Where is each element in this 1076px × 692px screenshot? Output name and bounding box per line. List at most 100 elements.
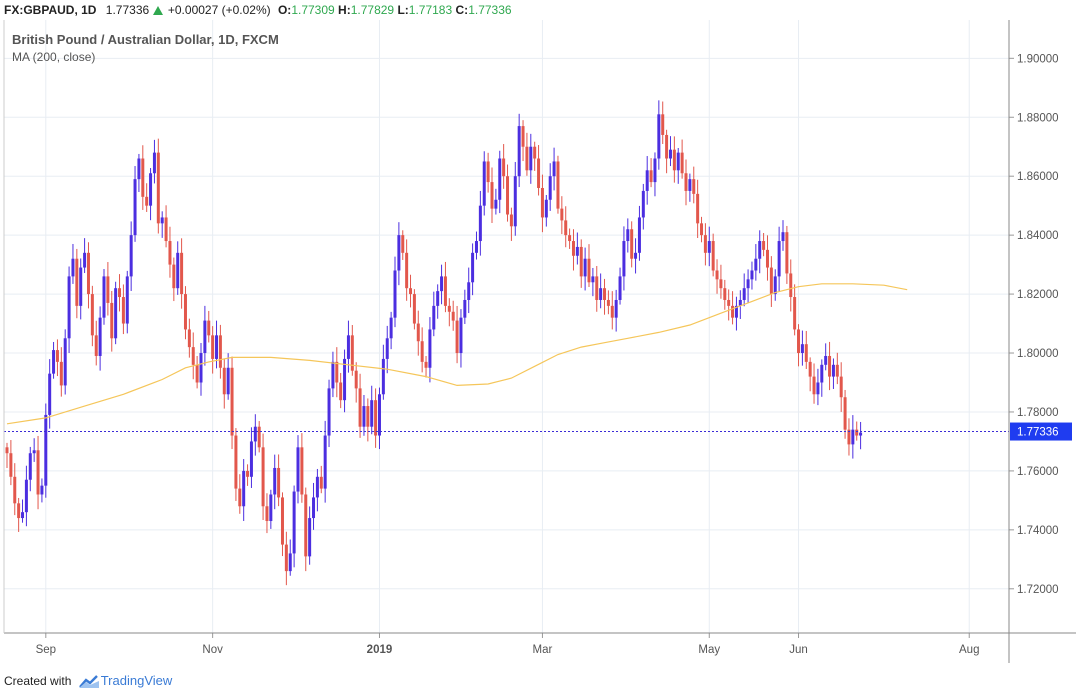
candle-down (696, 179, 700, 239)
candle-body (734, 305, 738, 318)
candle-body (257, 426, 261, 448)
candle-down (59, 347, 63, 397)
indicator-legend[interactable]: MA (200, close) (12, 50, 96, 64)
candle-up (459, 309, 463, 368)
candle-body (428, 329, 432, 368)
candle-down (207, 310, 211, 343)
candle-up (370, 385, 374, 435)
candle-body (746, 279, 750, 289)
candle-up (203, 305, 207, 366)
candle-up (48, 359, 52, 429)
candle-up (393, 256, 397, 328)
candle-body (529, 146, 533, 171)
candle-down (785, 225, 789, 284)
candle-up (21, 499, 25, 523)
candle-body (556, 161, 560, 209)
candle-body (451, 311, 455, 321)
candle-down (75, 248, 79, 319)
candle-down (180, 238, 184, 309)
candle-up (781, 220, 785, 251)
candle-up (152, 139, 156, 184)
candle-down (680, 139, 684, 179)
candle-down (246, 464, 250, 486)
candle-body (560, 208, 564, 221)
candle-down (141, 145, 145, 210)
candle-body (24, 479, 28, 513)
candle-up (79, 258, 83, 320)
candle-body (785, 232, 789, 274)
candle-up (482, 151, 486, 216)
candle-down (277, 454, 281, 507)
candle-up (377, 387, 381, 450)
candle-body (17, 503, 21, 519)
candle-up (734, 296, 738, 331)
candle-up (343, 349, 347, 413)
candle-body (52, 350, 56, 374)
candle-body (614, 299, 618, 318)
candle-body (467, 282, 471, 300)
candle-body (98, 317, 102, 356)
candle-body (684, 173, 688, 191)
candle-body (494, 199, 498, 209)
candle-body (634, 252, 638, 259)
candle-body (164, 217, 168, 242)
candle-up (831, 358, 835, 389)
candle-body (377, 394, 381, 436)
candle-up (614, 289, 618, 332)
candle-body (800, 344, 804, 354)
x-tick-label: Aug (959, 644, 979, 656)
candle-up (688, 173, 692, 202)
symbol-label[interactable]: FX:GBPAUD, 1D (4, 3, 97, 17)
candle-down (304, 487, 308, 572)
y-tick-label: 1.88000 (1017, 112, 1059, 124)
footer: Created with TradingView (4, 672, 172, 690)
candle-up (308, 506, 312, 565)
candle-body (86, 252, 90, 295)
candle-up (129, 221, 133, 291)
candle-down (195, 355, 199, 389)
candle-body (409, 288, 413, 295)
candle-down (506, 164, 510, 222)
y-tick-label: 1.90000 (1017, 53, 1059, 65)
candle-down (280, 492, 284, 557)
candle-down (727, 289, 731, 321)
candle-body (288, 553, 292, 572)
candle-body (242, 470, 246, 507)
candle-body (40, 485, 44, 495)
candle-body (145, 196, 149, 206)
candle-down (17, 497, 21, 532)
candle-body (160, 217, 164, 224)
candle-body (114, 288, 118, 339)
candle-body (121, 297, 125, 324)
candle-down (261, 433, 265, 520)
candle-body (711, 241, 715, 271)
candle-body (707, 241, 711, 253)
candle-body (308, 518, 312, 557)
low-value: 1.77183 (408, 3, 453, 17)
candle-down (145, 183, 149, 212)
tradingview-brand[interactable]: TradingView (100, 673, 173, 688)
candle-body (723, 288, 727, 300)
candle-body (180, 252, 184, 295)
candle-up (67, 266, 71, 353)
candle-body (591, 276, 595, 283)
candle-down (610, 291, 614, 330)
candle-down (661, 101, 665, 145)
candle-down (172, 257, 176, 302)
candle-body (754, 258, 758, 271)
candle-body (533, 146, 537, 159)
candle-body (152, 152, 156, 174)
candle-body (824, 355, 828, 365)
candle-down (424, 356, 428, 378)
candle-body (645, 170, 649, 191)
candle-down (230, 356, 234, 450)
candle-down (443, 261, 447, 313)
price-chart[interactable]: 1.90000 1.88000 1.86000 1.84000 1.82000 1.800… (0, 20, 1076, 670)
candle-down (187, 318, 191, 358)
candle-body (199, 353, 203, 383)
candle-up (160, 211, 164, 238)
candle-body (249, 441, 253, 477)
candle-up (618, 267, 622, 305)
candle-body (688, 179, 692, 191)
candle-body (133, 179, 137, 236)
